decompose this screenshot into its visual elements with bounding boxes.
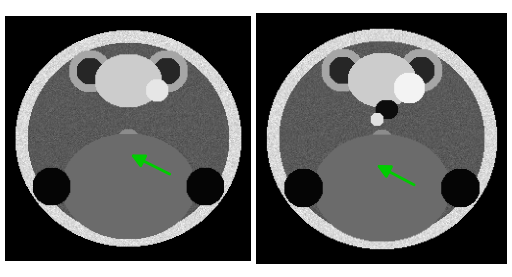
Text: A: A [12, 25, 26, 43]
Text: B: B [264, 23, 277, 41]
